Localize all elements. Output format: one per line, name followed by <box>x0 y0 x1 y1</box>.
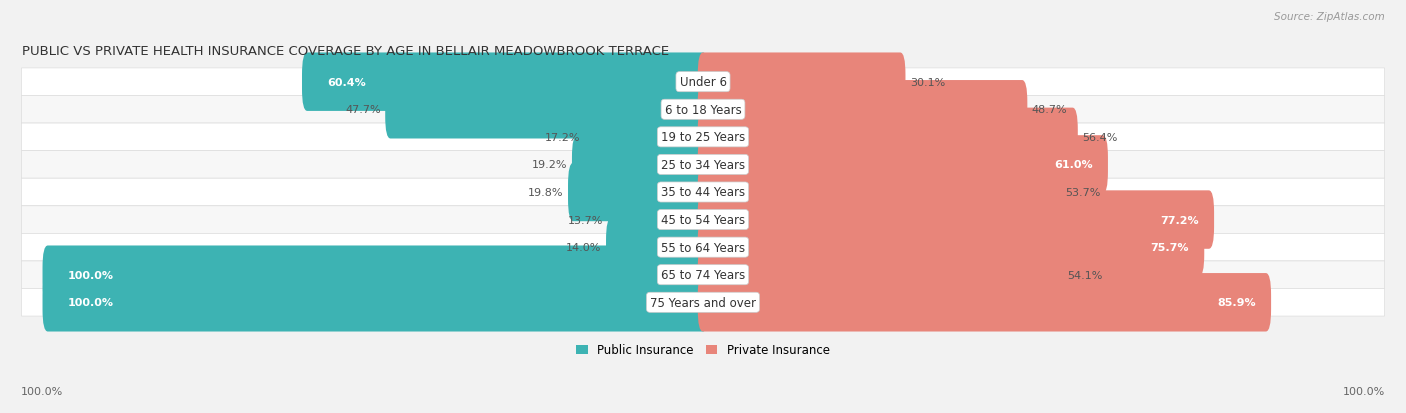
Text: 100.0%: 100.0% <box>67 297 114 308</box>
FancyBboxPatch shape <box>42 273 709 332</box>
Text: 75 Years and over: 75 Years and over <box>650 296 756 309</box>
Text: PUBLIC VS PRIVATE HEALTH INSURANCE COVERAGE BY AGE IN BELLAIR MEADOWBROOK TERRAC: PUBLIC VS PRIVATE HEALTH INSURANCE COVER… <box>21 45 669 58</box>
Text: 13.7%: 13.7% <box>568 215 603 225</box>
Text: 48.7%: 48.7% <box>1032 105 1067 115</box>
Text: 47.7%: 47.7% <box>344 105 381 115</box>
Text: 100.0%: 100.0% <box>67 270 114 280</box>
Text: 65 to 74 Years: 65 to 74 Years <box>661 268 745 282</box>
Text: 14.0%: 14.0% <box>567 242 602 252</box>
Text: 100.0%: 100.0% <box>21 387 63 396</box>
Text: 60.4%: 60.4% <box>326 78 366 88</box>
FancyBboxPatch shape <box>607 191 709 249</box>
Text: 61.0%: 61.0% <box>1054 160 1092 170</box>
Text: 85.9%: 85.9% <box>1218 297 1256 308</box>
FancyBboxPatch shape <box>697 81 1028 139</box>
Text: 45 to 54 Years: 45 to 54 Years <box>661 214 745 226</box>
Text: 77.2%: 77.2% <box>1160 215 1199 225</box>
FancyBboxPatch shape <box>21 261 1385 289</box>
FancyBboxPatch shape <box>568 164 709 222</box>
Text: 19.2%: 19.2% <box>531 160 568 170</box>
Text: 55 to 64 Years: 55 to 64 Years <box>661 241 745 254</box>
Text: 54.1%: 54.1% <box>1067 270 1102 280</box>
Text: 30.1%: 30.1% <box>910 78 945 88</box>
Text: 100.0%: 100.0% <box>1343 387 1385 396</box>
FancyBboxPatch shape <box>21 234 1385 261</box>
FancyBboxPatch shape <box>21 69 1385 96</box>
Text: 35 to 44 Years: 35 to 44 Years <box>661 186 745 199</box>
Text: 25 to 34 Years: 25 to 34 Years <box>661 159 745 171</box>
FancyBboxPatch shape <box>21 289 1385 316</box>
FancyBboxPatch shape <box>42 246 709 304</box>
FancyBboxPatch shape <box>697 108 1078 167</box>
FancyBboxPatch shape <box>385 81 709 139</box>
Text: 56.4%: 56.4% <box>1083 133 1118 142</box>
Text: Source: ZipAtlas.com: Source: ZipAtlas.com <box>1274 12 1385 22</box>
FancyBboxPatch shape <box>697 191 1215 249</box>
FancyBboxPatch shape <box>21 151 1385 179</box>
Text: 19.8%: 19.8% <box>527 188 564 197</box>
Text: 19 to 25 Years: 19 to 25 Years <box>661 131 745 144</box>
FancyBboxPatch shape <box>21 124 1385 151</box>
Text: 75.7%: 75.7% <box>1150 242 1189 252</box>
FancyBboxPatch shape <box>302 53 709 112</box>
Text: 53.7%: 53.7% <box>1064 188 1099 197</box>
FancyBboxPatch shape <box>697 53 905 112</box>
FancyBboxPatch shape <box>21 206 1385 234</box>
Text: Under 6: Under 6 <box>679 76 727 89</box>
FancyBboxPatch shape <box>697 273 1271 332</box>
FancyBboxPatch shape <box>21 96 1385 124</box>
FancyBboxPatch shape <box>697 246 1063 304</box>
FancyBboxPatch shape <box>606 218 709 277</box>
FancyBboxPatch shape <box>21 179 1385 206</box>
FancyBboxPatch shape <box>572 136 709 194</box>
FancyBboxPatch shape <box>697 218 1205 277</box>
Legend: Public Insurance, Private Insurance: Public Insurance, Private Insurance <box>576 344 830 356</box>
FancyBboxPatch shape <box>697 164 1060 222</box>
FancyBboxPatch shape <box>697 136 1108 194</box>
Text: 6 to 18 Years: 6 to 18 Years <box>665 104 741 116</box>
FancyBboxPatch shape <box>585 108 709 167</box>
Text: 17.2%: 17.2% <box>546 133 581 142</box>
